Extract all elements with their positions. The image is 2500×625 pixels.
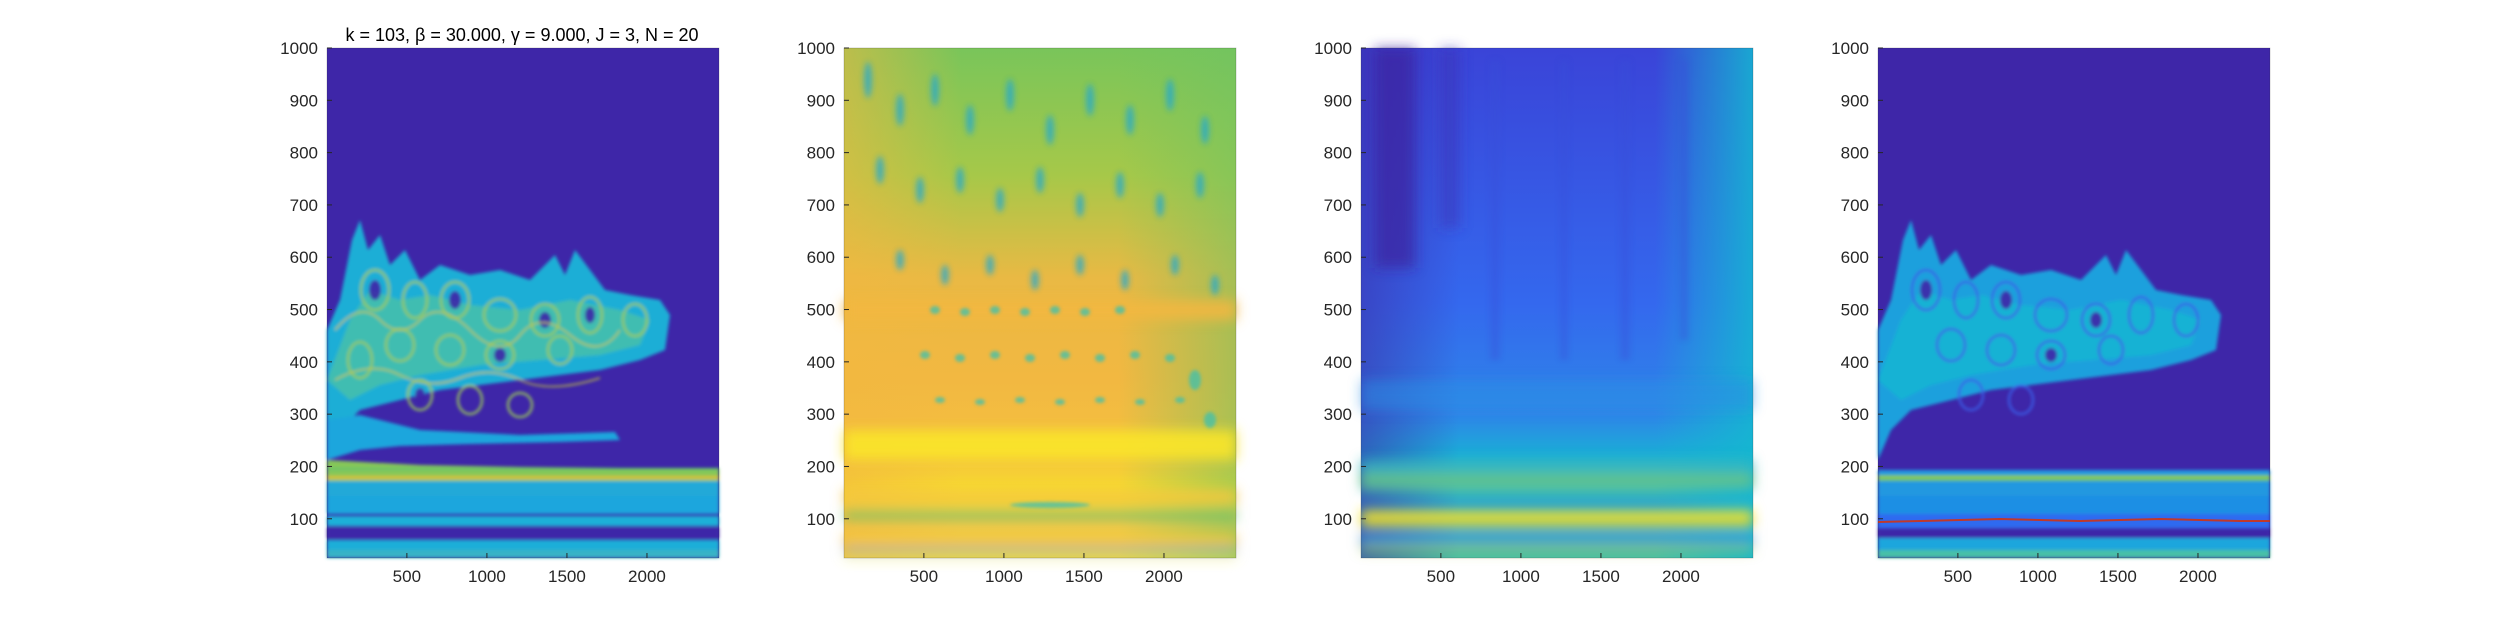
panel-2-y-tick-label: 600 bbox=[807, 248, 835, 267]
panel-3-x-tick-label: 1000 bbox=[1502, 567, 1540, 586]
panel-1-x-tick-label: 2000 bbox=[628, 567, 666, 586]
panel-2-y-tick-label: 800 bbox=[807, 144, 835, 163]
panel-1-y-tick-label: 400 bbox=[290, 353, 318, 372]
panel-1-y-tick-label: 700 bbox=[290, 196, 318, 215]
panel-3-y-tick-label: 300 bbox=[1324, 405, 1352, 424]
panel-1-y-tick-label: 500 bbox=[290, 301, 318, 320]
panel-3-axes-box bbox=[1360, 47, 1754, 559]
panel-1-y-tick-label: 1000 bbox=[280, 39, 318, 58]
panel-2-y-tick-label: 100 bbox=[807, 510, 835, 529]
panel-3-x-tick-label: 500 bbox=[1427, 567, 1455, 586]
panel-2-x-tick-label: 2000 bbox=[1145, 567, 1183, 586]
panel-3-y-tick-label: 800 bbox=[1324, 144, 1352, 163]
panel-4-y-tick-label: 500 bbox=[1841, 301, 1869, 320]
panel-1-title: k = 103, β = 30.000, γ = 9.000, J = 3, N… bbox=[345, 25, 698, 45]
panel-2-y-tick-label: 1000 bbox=[797, 39, 835, 58]
panel-2-x-tick-label: 500 bbox=[910, 567, 938, 586]
panel-2-y-tick-label: 500 bbox=[807, 301, 835, 320]
panel-4-ridge-line bbox=[1877, 517, 2270, 523]
panel-4-y-tick-label: 400 bbox=[1841, 353, 1869, 372]
panel-3-x-tick-label: 2000 bbox=[1662, 567, 1700, 586]
heatmap-panel-2 bbox=[844, 48, 1236, 558]
heatmap-panel-1: k = 103, β = 30.000, γ = 9.000, J = 3, N… bbox=[327, 25, 719, 558]
panel-2-x-tick-label: 1000 bbox=[985, 567, 1023, 586]
panel-4-x-tick-label: 1000 bbox=[2019, 567, 2057, 586]
panel-4-axes-box bbox=[1877, 47, 2271, 559]
panel-4-y-tick-label: 300 bbox=[1841, 405, 1869, 424]
panel-1-axes-box bbox=[326, 47, 720, 559]
heatmap-panel-3 bbox=[1361, 48, 1753, 558]
panel-2-y-tick-label: 900 bbox=[807, 91, 835, 110]
panel-4-x-tick-label: 500 bbox=[1944, 567, 1972, 586]
panel-1-x-tick-label: 500 bbox=[393, 567, 421, 586]
panel-4-y-tick-label: 1000 bbox=[1831, 39, 1869, 58]
panel-3-y-tick-label: 500 bbox=[1324, 301, 1352, 320]
panel-2-y-tick-label: 300 bbox=[807, 405, 835, 424]
panel-1-y-tick-label: 200 bbox=[290, 457, 318, 476]
panel-4-y-tick-label: 800 bbox=[1841, 144, 1869, 163]
panel-2-y-tick-label: 200 bbox=[807, 457, 835, 476]
panel-3-y-tick-label: 900 bbox=[1324, 91, 1352, 110]
panel-2-y-tick-label: 700 bbox=[807, 196, 835, 215]
panel-1-x-tick-label: 1000 bbox=[468, 567, 506, 586]
panel-2-y-tick-label: 400 bbox=[807, 353, 835, 372]
panel-1-heatmap-content bbox=[327, 220, 719, 558]
panel-3-heatmap-content bbox=[1361, 48, 1753, 551]
panel-1-y-tick-label: 900 bbox=[290, 91, 318, 110]
panel-4-x-tick-label: 1500 bbox=[2099, 567, 2137, 586]
axes-layer: 500 1000 1500 2000 100 200 300 400 500 600 700 800 9… bbox=[280, 39, 2271, 586]
panel-1-y-tick-label: 600 bbox=[290, 248, 318, 267]
panel-3-y-tick-label: 200 bbox=[1324, 457, 1352, 476]
panel-2-heatmap-content bbox=[844, 62, 1236, 558]
panel-4-x-tick-label: 2000 bbox=[2179, 567, 2217, 586]
panel-4-y-tick-label: 700 bbox=[1841, 196, 1869, 215]
panel-3-y-tick-label: 600 bbox=[1324, 248, 1352, 267]
panel-3-y-tick-label: 700 bbox=[1324, 196, 1352, 215]
panel-4-y-tick-label: 600 bbox=[1841, 248, 1869, 267]
panel-1-x-tick-label: 1500 bbox=[548, 567, 586, 586]
panel-2-axes-box bbox=[843, 47, 1237, 559]
panel-4-y-tick-label: 100 bbox=[1841, 510, 1869, 529]
panel-4-y-tick-label: 900 bbox=[1841, 91, 1869, 110]
panel-3-x-tick-label: 1500 bbox=[1582, 567, 1620, 586]
panel-3-y-tick-label: 1000 bbox=[1314, 39, 1352, 58]
panel-3-y-tick-label: 400 bbox=[1324, 353, 1352, 372]
panel-1-y-tick-label: 800 bbox=[290, 144, 318, 163]
panel-4-heatmap-content bbox=[1878, 220, 2270, 558]
panel-1-y-tick-label: 300 bbox=[290, 405, 318, 424]
panel-4-y-tick-label: 200 bbox=[1841, 457, 1869, 476]
heatmap-panel-4 bbox=[1877, 48, 2270, 558]
panel-2-x-tick-label: 1500 bbox=[1065, 567, 1103, 586]
panel-3-y-tick-label: 100 bbox=[1324, 510, 1352, 529]
panel-1-y-tick-label: 100 bbox=[290, 510, 318, 529]
